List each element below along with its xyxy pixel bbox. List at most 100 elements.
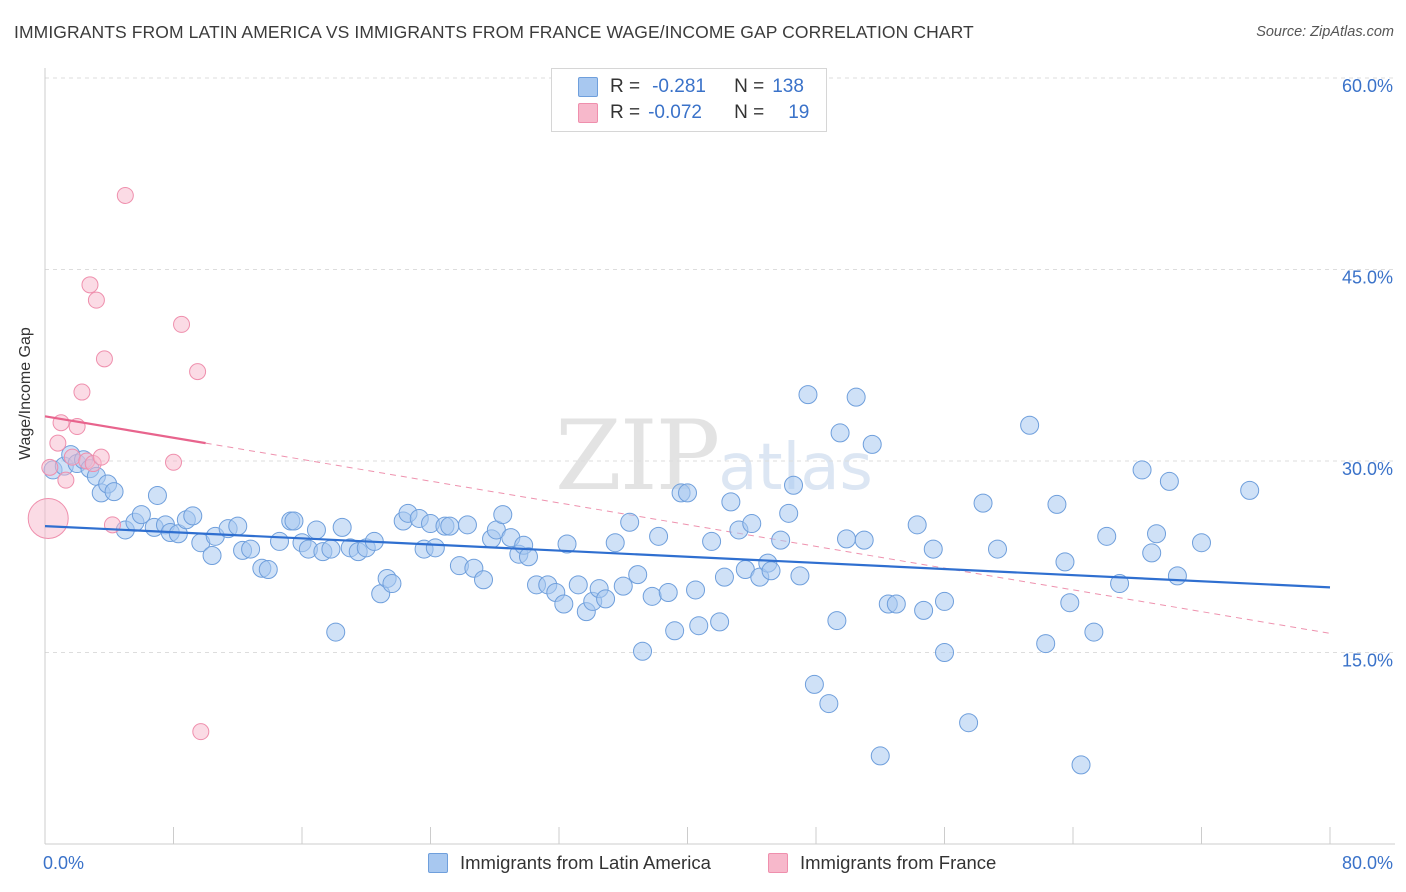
latin-america-point [457, 515, 477, 535]
france-point [49, 434, 67, 452]
legend-r-value: -0.281 [652, 76, 706, 97]
france-point [192, 723, 210, 741]
chart-title: IMMIGRANTS FROM LATIN AMERICA VS IMMIGRA… [14, 22, 974, 42]
latin-america-point [554, 594, 574, 614]
y-tick-label: 60.0% [1342, 76, 1393, 96]
y-tick-label: 15.0% [1342, 651, 1393, 671]
latin-america-point [241, 539, 261, 559]
latin-america-point [689, 616, 709, 636]
france-trend-line [44, 415, 206, 445]
y-tick-label: 30.0% [1342, 459, 1393, 479]
legend-n-label: N = [734, 76, 765, 97]
latin-america-trend-line [44, 525, 1331, 589]
series-legend-france-label: Immigrants from France [800, 852, 997, 873]
france-point [189, 363, 207, 381]
series-swatch-france [768, 853, 788, 873]
legend-swatch-france [578, 103, 598, 123]
latin-america-point [935, 591, 954, 611]
latin-america-point [642, 586, 662, 606]
latin-america-point [332, 517, 352, 537]
latin-america-point [804, 674, 824, 694]
latin-america-point [827, 611, 847, 631]
france-point [41, 458, 59, 476]
france-point [73, 383, 91, 401]
latin-america-point [493, 505, 513, 525]
latin-america-point [1036, 634, 1056, 654]
latin-america-point [678, 483, 697, 503]
france-point [57, 471, 75, 489]
legend-swatch-latin [578, 77, 598, 97]
latin-america-point [1110, 574, 1130, 594]
x-tick-label: 80.0% [1342, 853, 1393, 873]
latin-america-point [923, 539, 943, 559]
latin-america-point [557, 534, 577, 554]
latin-america-point [886, 594, 906, 614]
latin-america-point [798, 385, 818, 405]
legend-n-value: 19 [788, 102, 810, 123]
latin-america-point [830, 423, 850, 443]
latin-america-point [1240, 480, 1260, 500]
latin-america-point [596, 589, 616, 609]
latin-america-point [702, 531, 722, 551]
latin-america-point [862, 434, 882, 454]
france-point [116, 186, 134, 204]
y-axis-label: Wage/Income Gap [17, 327, 34, 460]
latin-america-point [326, 622, 346, 642]
latin-america-point [425, 538, 445, 558]
latin-america-point [1055, 552, 1075, 572]
latin-america-point [779, 503, 799, 523]
latin-america-point [1071, 755, 1091, 775]
latin-america-point [613, 576, 633, 596]
latin-america-point [104, 482, 124, 502]
series-legend-latin-label: Immigrants from Latin America [460, 852, 711, 873]
latin-america-point [686, 580, 706, 600]
france-point [92, 448, 110, 466]
series-legend: Immigrants from Latin America Immigrants… [0, 852, 1406, 878]
series-legend-france: Immigrants from France [768, 852, 996, 874]
latin-america-point [628, 565, 648, 585]
latin-america-point [935, 643, 954, 662]
latin-america-point [605, 533, 625, 553]
legend-r-label: R = [610, 76, 641, 97]
latin-america-point [846, 387, 866, 407]
france-point [81, 276, 99, 294]
latin-america-point [870, 746, 890, 766]
legend-row-france: R = -0.072 N = 19 [552, 101, 809, 125]
latin-america-point [1132, 460, 1152, 480]
legend-r-label: R = [610, 102, 641, 123]
latin-america-point [907, 515, 927, 535]
latin-america-point [658, 582, 678, 602]
latin-america-point [131, 505, 151, 525]
france-point [165, 453, 182, 471]
france-trend-extension [205, 442, 1331, 634]
latin-america-point [306, 520, 326, 540]
latin-america-point [837, 529, 857, 549]
latin-america-point [1142, 543, 1162, 563]
france-point [87, 291, 105, 309]
latin-america-point [270, 531, 290, 551]
latin-america-point [440, 516, 460, 536]
france-point [95, 350, 113, 368]
correlation-legend: R = -0.281 N = 138 R = -0.072 N = 19 [551, 68, 827, 132]
latin-america-point [258, 560, 278, 580]
latin-america-point [1147, 524, 1167, 544]
x-tick-label: 0.0% [43, 853, 84, 873]
latin-america-point [202, 545, 222, 565]
y-tick-label: 45.0% [1342, 268, 1393, 288]
latin-america-point [147, 485, 167, 505]
latin-america-point [790, 566, 810, 586]
latin-america-point [761, 561, 781, 581]
legend-n-label: N = [734, 102, 765, 123]
latin-america-point [1097, 526, 1117, 546]
latin-america-point [1047, 494, 1067, 514]
latin-america-point [973, 493, 993, 513]
latin-america-point [819, 694, 839, 714]
france-point [63, 448, 81, 466]
latin-america-point [382, 574, 402, 594]
latin-america-point [518, 547, 538, 567]
latin-america-point [321, 539, 341, 559]
legend-row-latin: R = -0.281 N = 138 [552, 75, 804, 99]
latin-america-point [742, 514, 762, 534]
latin-america-point [284, 511, 304, 531]
